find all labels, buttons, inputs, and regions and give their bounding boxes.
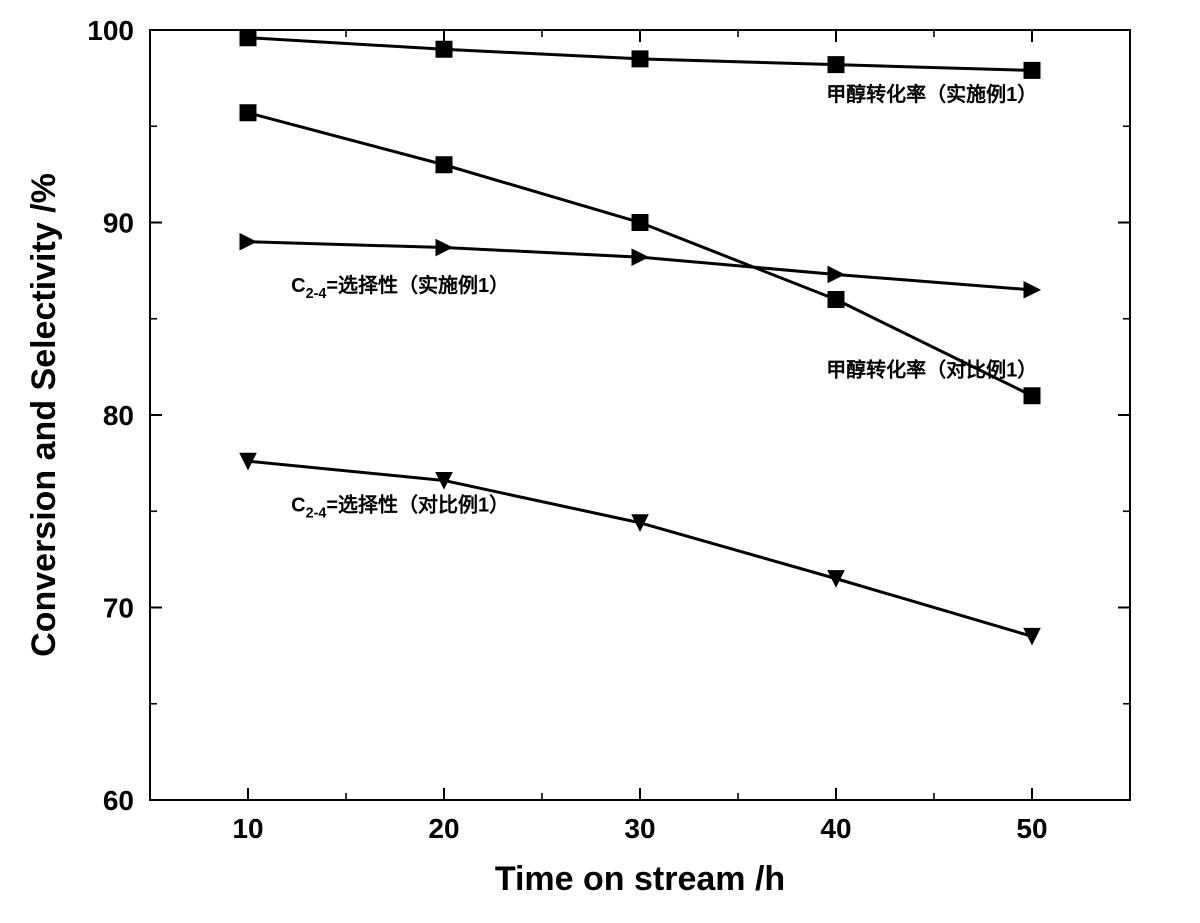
- x-axis: 10 20 30 40 50 Time on stream /h: [232, 30, 1047, 898]
- x-tick-label: 50: [1016, 813, 1047, 844]
- marker-square: [1024, 388, 1040, 404]
- series-label: 甲醇转化率（实施例1）: [826, 82, 1037, 106]
- y-axis-title: Conversion and Selectivity /%: [25, 173, 63, 657]
- marker-square: [632, 51, 648, 67]
- marker-triangle-down: [828, 571, 844, 587]
- y-tick-label: 60: [103, 785, 134, 816]
- marker-square: [1024, 62, 1040, 78]
- x-tick-label: 40: [820, 813, 851, 844]
- y-tick-label: 100: [87, 15, 134, 46]
- series-line: [248, 461, 1032, 636]
- marker-square: [828, 292, 844, 308]
- series-label: 甲醇转化率（对比例1）: [826, 358, 1037, 382]
- plot-border: [150, 30, 1130, 800]
- marker-square: [828, 57, 844, 73]
- x-axis-title: Time on stream /h: [495, 860, 785, 898]
- marker-triangle-right: [436, 240, 452, 256]
- line-chart: 10 20 30 40 50 Time on stream /h 60 70 80 90 100 Co…: [0, 0, 1200, 923]
- marker-triangle-right: [1024, 282, 1040, 298]
- series-label: C2-4=选择性（对比例1）: [291, 492, 509, 521]
- y-axis: 60 70 80 90 100 Conversion and Selectivity /%: [25, 15, 1130, 816]
- y-tick-label: 90: [103, 208, 134, 239]
- y-tick-label: 80: [103, 400, 134, 431]
- series-label: C2-4=选择性（实施例1）: [291, 273, 509, 302]
- marker-triangle-right: [632, 249, 648, 265]
- marker-square: [240, 30, 256, 46]
- chart-container: 10 20 30 40 50 Time on stream /h 60 70 80 90 100 Co…: [0, 0, 1200, 923]
- series-sel_cmp1: C2-4=选择性（对比例1）: [240, 453, 1040, 644]
- marker-square: [632, 215, 648, 231]
- marker-square: [436, 157, 452, 173]
- x-tick-label: 10: [232, 813, 263, 844]
- marker-triangle-right: [828, 266, 844, 282]
- series-sel_ex1: C2-4=选择性（实施例1）: [240, 234, 1040, 302]
- y-tick-label: 70: [103, 593, 134, 624]
- marker-triangle-down: [1024, 628, 1040, 644]
- marker-square: [436, 41, 452, 57]
- marker-square: [240, 105, 256, 121]
- marker-triangle-right: [240, 234, 256, 250]
- x-tick-label: 20: [428, 813, 459, 844]
- x-tick-label: 30: [624, 813, 655, 844]
